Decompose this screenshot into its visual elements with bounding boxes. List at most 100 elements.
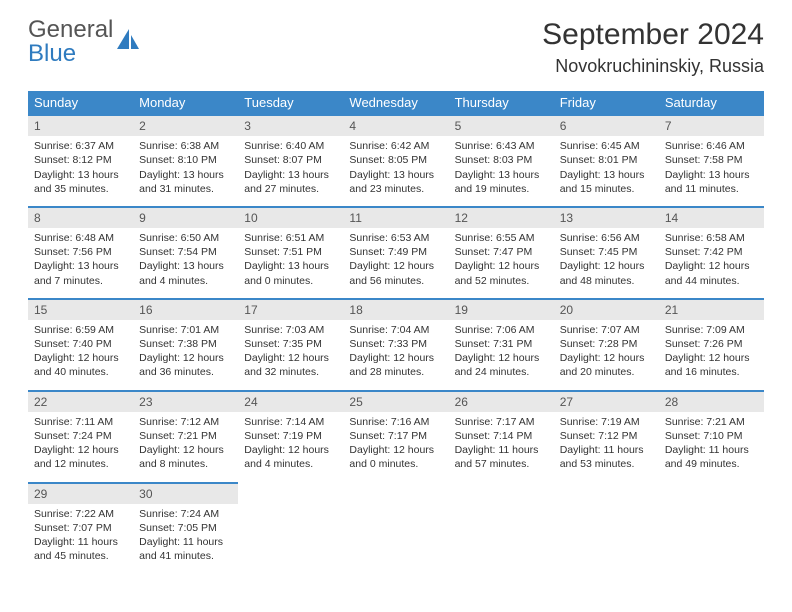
sunset-text: Sunset: 7:47 PM <box>455 245 548 259</box>
daylight-text: Daylight: 12 hours and 28 minutes. <box>349 351 442 379</box>
sunset-text: Sunset: 7:28 PM <box>560 337 653 351</box>
weekday-header: Wednesday <box>343 91 448 115</box>
day-body: Sunrise: 7:24 AMSunset: 7:05 PMDaylight:… <box>133 504 238 574</box>
sunrise-text: Sunrise: 7:16 AM <box>349 415 442 429</box>
day-body: Sunrise: 7:16 AMSunset: 7:17 PMDaylight:… <box>343 412 448 482</box>
day-number: 15 <box>28 300 133 320</box>
day-cell: 15Sunrise: 6:59 AMSunset: 7:40 PMDayligh… <box>28 299 133 391</box>
day-cell: 6Sunrise: 6:45 AMSunset: 8:01 PMDaylight… <box>554 115 659 207</box>
daylight-text: Daylight: 11 hours and 53 minutes. <box>560 443 653 471</box>
day-number: 26 <box>449 392 554 412</box>
daylight-text: Daylight: 12 hours and 12 minutes. <box>34 443 127 471</box>
sunrise-text: Sunrise: 6:56 AM <box>560 231 653 245</box>
sunset-text: Sunset: 7:58 PM <box>665 153 758 167</box>
sunrise-text: Sunrise: 6:53 AM <box>349 231 442 245</box>
sunrise-text: Sunrise: 6:37 AM <box>34 139 127 153</box>
daylight-text: Daylight: 11 hours and 41 minutes. <box>139 535 232 563</box>
location: Novokruchininskiy, Russia <box>542 56 764 77</box>
weekday-header: Sunday <box>28 91 133 115</box>
sunrise-text: Sunrise: 7:07 AM <box>560 323 653 337</box>
day-body: Sunrise: 6:58 AMSunset: 7:42 PMDaylight:… <box>659 228 764 298</box>
sunrise-text: Sunrise: 7:11 AM <box>34 415 127 429</box>
empty-cell <box>343 483 448 574</box>
day-body: Sunrise: 6:51 AMSunset: 7:51 PMDaylight:… <box>238 228 343 298</box>
day-body: Sunrise: 7:03 AMSunset: 7:35 PMDaylight:… <box>238 320 343 390</box>
day-cell: 25Sunrise: 7:16 AMSunset: 7:17 PMDayligh… <box>343 391 448 483</box>
brand-line2: Blue <box>28 42 113 66</box>
sunset-text: Sunset: 7:05 PM <box>139 521 232 535</box>
day-cell: 13Sunrise: 6:56 AMSunset: 7:45 PMDayligh… <box>554 207 659 299</box>
calendar-week: 15Sunrise: 6:59 AMSunset: 7:40 PMDayligh… <box>28 299 764 391</box>
sunset-text: Sunset: 7:38 PM <box>139 337 232 351</box>
day-cell: 19Sunrise: 7:06 AMSunset: 7:31 PMDayligh… <box>449 299 554 391</box>
day-cell: 22Sunrise: 7:11 AMSunset: 7:24 PMDayligh… <box>28 391 133 483</box>
sail-icon <box>115 27 141 58</box>
daylight-text: Daylight: 12 hours and 36 minutes. <box>139 351 232 379</box>
daylight-text: Daylight: 13 hours and 35 minutes. <box>34 168 127 196</box>
day-cell: 12Sunrise: 6:55 AMSunset: 7:47 PMDayligh… <box>449 207 554 299</box>
day-cell: 21Sunrise: 7:09 AMSunset: 7:26 PMDayligh… <box>659 299 764 391</box>
sunrise-text: Sunrise: 6:46 AM <box>665 139 758 153</box>
empty-cell <box>554 483 659 574</box>
calendar-week: 8Sunrise: 6:48 AMSunset: 7:56 PMDaylight… <box>28 207 764 299</box>
day-number: 7 <box>659 116 764 136</box>
daylight-text: Daylight: 12 hours and 20 minutes. <box>560 351 653 379</box>
daylight-text: Daylight: 13 hours and 7 minutes. <box>34 259 127 287</box>
sunset-text: Sunset: 7:26 PM <box>665 337 758 351</box>
day-body: Sunrise: 7:09 AMSunset: 7:26 PMDaylight:… <box>659 320 764 390</box>
daylight-text: Daylight: 12 hours and 44 minutes. <box>665 259 758 287</box>
daylight-text: Daylight: 12 hours and 4 minutes. <box>244 443 337 471</box>
day-cell: 14Sunrise: 6:58 AMSunset: 7:42 PMDayligh… <box>659 207 764 299</box>
daylight-text: Daylight: 12 hours and 8 minutes. <box>139 443 232 471</box>
sunset-text: Sunset: 8:10 PM <box>139 153 232 167</box>
sunset-text: Sunset: 7:24 PM <box>34 429 127 443</box>
day-number: 6 <box>554 116 659 136</box>
brand-logo: General Blue <box>28 18 141 66</box>
day-cell: 24Sunrise: 7:14 AMSunset: 7:19 PMDayligh… <box>238 391 343 483</box>
day-number: 2 <box>133 116 238 136</box>
day-body: Sunrise: 6:40 AMSunset: 8:07 PMDaylight:… <box>238 136 343 206</box>
day-body: Sunrise: 7:22 AMSunset: 7:07 PMDaylight:… <box>28 504 133 574</box>
sunset-text: Sunset: 7:42 PM <box>665 245 758 259</box>
daylight-text: Daylight: 13 hours and 31 minutes. <box>139 168 232 196</box>
sunset-text: Sunset: 7:56 PM <box>34 245 127 259</box>
empty-cell <box>238 483 343 574</box>
day-body: Sunrise: 6:55 AMSunset: 7:47 PMDaylight:… <box>449 228 554 298</box>
day-number: 10 <box>238 208 343 228</box>
day-number: 18 <box>343 300 448 320</box>
sunset-text: Sunset: 7:54 PM <box>139 245 232 259</box>
day-cell: 2Sunrise: 6:38 AMSunset: 8:10 PMDaylight… <box>133 115 238 207</box>
daylight-text: Daylight: 12 hours and 16 minutes. <box>665 351 758 379</box>
day-cell: 16Sunrise: 7:01 AMSunset: 7:38 PMDayligh… <box>133 299 238 391</box>
day-body: Sunrise: 7:11 AMSunset: 7:24 PMDaylight:… <box>28 412 133 482</box>
day-cell: 8Sunrise: 6:48 AMSunset: 7:56 PMDaylight… <box>28 207 133 299</box>
sunrise-text: Sunrise: 7:09 AM <box>665 323 758 337</box>
daylight-text: Daylight: 13 hours and 19 minutes. <box>455 168 548 196</box>
day-number: 20 <box>554 300 659 320</box>
weekday-header: Saturday <box>659 91 764 115</box>
empty-cell <box>659 483 764 574</box>
weekday-header: Monday <box>133 91 238 115</box>
day-body: Sunrise: 7:14 AMSunset: 7:19 PMDaylight:… <box>238 412 343 482</box>
daylight-text: Daylight: 11 hours and 45 minutes. <box>34 535 127 563</box>
weekday-header: Friday <box>554 91 659 115</box>
day-body: Sunrise: 6:56 AMSunset: 7:45 PMDaylight:… <box>554 228 659 298</box>
day-cell: 30Sunrise: 7:24 AMSunset: 7:05 PMDayligh… <box>133 483 238 574</box>
sunrise-text: Sunrise: 7:03 AM <box>244 323 337 337</box>
daylight-text: Daylight: 12 hours and 0 minutes. <box>349 443 442 471</box>
day-number: 9 <box>133 208 238 228</box>
sunset-text: Sunset: 7:21 PM <box>139 429 232 443</box>
day-body: Sunrise: 7:12 AMSunset: 7:21 PMDaylight:… <box>133 412 238 482</box>
sunset-text: Sunset: 7:31 PM <box>455 337 548 351</box>
day-cell: 26Sunrise: 7:17 AMSunset: 7:14 PMDayligh… <box>449 391 554 483</box>
sunset-text: Sunset: 7:19 PM <box>244 429 337 443</box>
day-cell: 27Sunrise: 7:19 AMSunset: 7:12 PMDayligh… <box>554 391 659 483</box>
calendar-week: 29Sunrise: 7:22 AMSunset: 7:07 PMDayligh… <box>28 483 764 574</box>
day-number: 22 <box>28 392 133 412</box>
day-body: Sunrise: 7:19 AMSunset: 7:12 PMDaylight:… <box>554 412 659 482</box>
daylight-text: Daylight: 11 hours and 57 minutes. <box>455 443 548 471</box>
daylight-text: Daylight: 13 hours and 23 minutes. <box>349 168 442 196</box>
sunrise-text: Sunrise: 7:14 AM <box>244 415 337 429</box>
sunrise-text: Sunrise: 7:04 AM <box>349 323 442 337</box>
sunset-text: Sunset: 8:07 PM <box>244 153 337 167</box>
